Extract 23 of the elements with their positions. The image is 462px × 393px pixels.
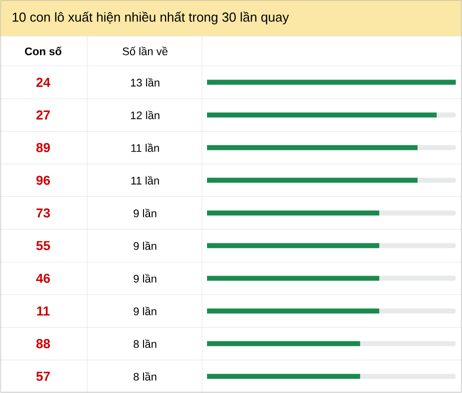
data-label: 11 lần xyxy=(131,143,159,152)
y-tick-label: 46 xyxy=(36,274,50,283)
data-label: 9 lần xyxy=(134,306,156,316)
y-axis-title: Con số xyxy=(24,46,62,56)
data-label: 11 lần xyxy=(131,176,159,185)
x-axis-title: Số lần về xyxy=(122,46,168,56)
y-tick-label: 88 xyxy=(36,339,50,348)
y-tick-label: 57 xyxy=(36,372,50,381)
data-label: 9 lần xyxy=(134,274,156,283)
y-tick-label: 55 xyxy=(36,241,50,250)
chart-title: 10 con lô xuất hiện nhiều nhất trong 30 lần quay xyxy=(12,12,289,24)
y-tick-label: 73 xyxy=(36,208,50,218)
y-tick-label: 27 xyxy=(36,110,50,120)
data-label: 8 lần xyxy=(134,372,156,381)
data-label: 12 lần xyxy=(130,110,160,120)
data-label: 9 lần xyxy=(134,241,156,250)
y-tick-label: 89 xyxy=(36,143,50,152)
data-label: 8 lần xyxy=(134,339,156,348)
y-tick-label: 24 xyxy=(36,78,50,87)
y-tick-label: 11 xyxy=(37,306,50,316)
data-label: 13 lần xyxy=(130,78,160,87)
data-label: 9 lần xyxy=(134,208,156,218)
y-tick-label: 96 xyxy=(36,176,50,185)
